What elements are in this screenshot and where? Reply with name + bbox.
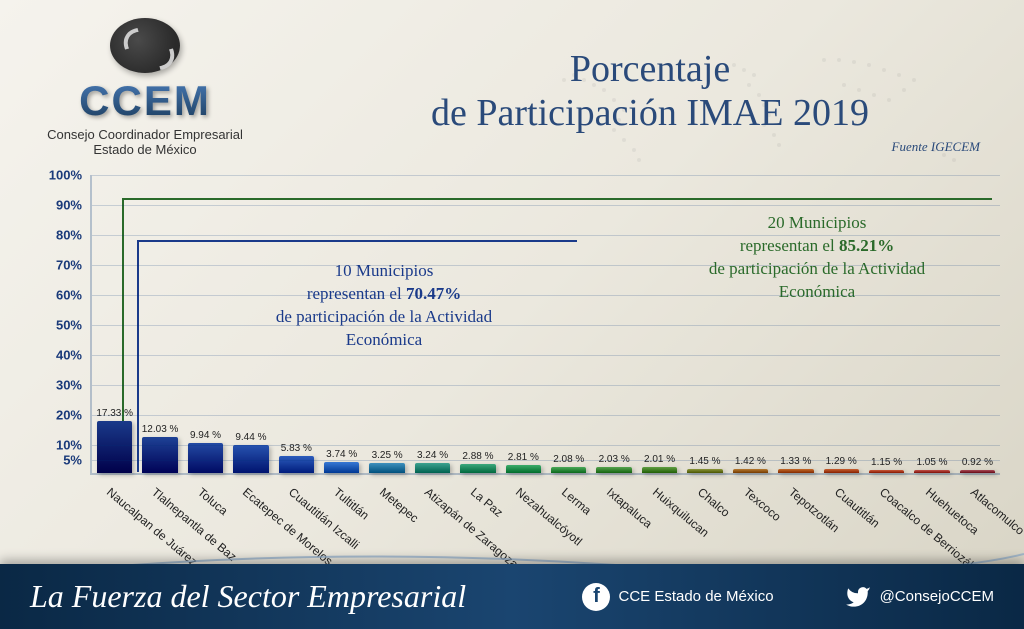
bar [97,421,132,473]
bar [188,443,223,473]
y-tick: 20% [56,408,82,423]
bar [233,445,268,473]
bar-group: 1.29 % [819,175,864,473]
bar-group: 9.44 % [228,175,273,473]
title-line-2: de Participación IMAE 2019 [300,92,1000,136]
grid-line [92,445,1000,446]
bar-value-label: 1.29 % [826,456,857,467]
bar-group: 2.03 % [591,175,636,473]
source-label: Fuente IGECEM [300,139,1000,155]
bar-group: 5.83 % [274,175,319,473]
bar [914,470,949,473]
y-tick: 5% [63,453,82,468]
y-tick: 40% [56,348,82,363]
logo-subtitle-1: Consejo Coordinador Empresarial [30,127,260,142]
bar-group: 2.08 % [546,175,591,473]
bar [960,470,995,473]
bar [733,469,768,473]
bar [142,437,177,473]
bar-group: 2.88 % [455,175,500,473]
bar [279,456,314,473]
bar-value-label: 1.33 % [780,456,811,467]
bar-value-label: 1.45 % [689,456,720,467]
bar-value-label: 9.94 % [190,430,221,441]
y-tick: 30% [56,378,82,393]
bar-value-label: 9.44 % [235,432,266,443]
bar-group: 3.24 % [410,175,455,473]
bar-group: 3.74 % [319,175,364,473]
logo-text: CCEM [30,77,260,125]
y-tick: 80% [56,228,82,243]
bar [460,464,495,473]
plot-area: 20 Municipios representan el 85.21% de p… [90,175,1000,475]
title-block: Porcentaje de Participación IMAE 2019 Fu… [300,48,1000,155]
grid-line [92,460,1000,461]
bar-group: 0.92 % [955,175,1000,473]
grid-line [92,175,1000,176]
grid-line [92,295,1000,296]
bars-container: 17.33 % 12.03 % 9.94 % 9.44 % 5.83 % 3.74 % 3.… [92,175,1000,473]
grid-line [92,235,1000,236]
bar [506,465,541,473]
twitter-handle: @ConsejoCCEM [880,588,994,605]
grid-line [92,415,1000,416]
bar-group: 1.45 % [682,175,727,473]
bar-value-label: 1.42 % [735,456,766,467]
bar-group: 1.33 % [773,175,818,473]
bar [869,470,904,473]
grid-line [92,385,1000,386]
bar-value-label: 3.74 % [326,449,357,460]
bar-group: 12.03 % [137,175,182,473]
bar-value-label: 12.03 % [142,424,179,435]
bar-group: 17.33 % [92,175,137,473]
social-twitter[interactable]: @ConsejoCCEM [844,583,994,611]
bar [551,467,586,473]
bar [687,469,722,473]
x-label: Toluca [195,485,231,518]
logo-icon [110,18,180,73]
footer-tagline: La Fuerza del Sector Empresarial [30,578,582,615]
bar-group: 2.01 % [637,175,682,473]
bar-value-label: 0.92 % [962,457,993,468]
bar [642,467,677,473]
x-label: Atlacomulco [968,485,1024,538]
grid-line [92,265,1000,266]
title-line-1: Porcentaje [300,48,1000,92]
facebook-handle: CCE Estado de México [618,588,773,605]
x-label: Lerma [559,485,594,518]
bar [324,462,359,473]
bar [415,463,450,473]
grid-line [92,325,1000,326]
y-tick: 50% [56,318,82,333]
logo-block: CCEM Consejo Coordinador Empresarial Est… [30,18,260,157]
footer: La Fuerza del Sector Empresarial f CCE E… [0,564,1024,629]
social-facebook[interactable]: f CCE Estado de México [582,583,773,611]
bar [824,469,859,473]
bar-value-label: 1.15 % [871,457,902,468]
bar [778,469,813,473]
bar-group: 9.94 % [183,175,228,473]
bar-group: 1.15 % [864,175,909,473]
y-tick: 90% [56,198,82,213]
bar-group: 3.25 % [364,175,409,473]
y-tick: 70% [56,258,82,273]
facebook-icon: f [582,583,610,611]
grid-line [92,205,1000,206]
y-tick: 10% [56,438,82,453]
bar-group: 2.81 % [501,175,546,473]
bar-group: 1.42 % [728,175,773,473]
bar [369,463,404,473]
bar [596,467,631,473]
bar-value-label: 17.33 % [96,408,133,419]
bar-group: 1.05 % [909,175,954,473]
y-tick: 60% [56,288,82,303]
bar-value-label: 1.05 % [916,457,947,468]
grid-line [92,355,1000,356]
bar-chart: 5%10%20%30%40%50%60%70%80%90%100% 20 Mun… [40,175,1000,525]
twitter-icon [844,583,872,611]
logo-subtitle-2: Estado de México [30,142,260,157]
y-axis: 5%10%20%30%40%50%60%70%80%90%100% [40,175,90,475]
y-tick: 100% [49,168,82,183]
